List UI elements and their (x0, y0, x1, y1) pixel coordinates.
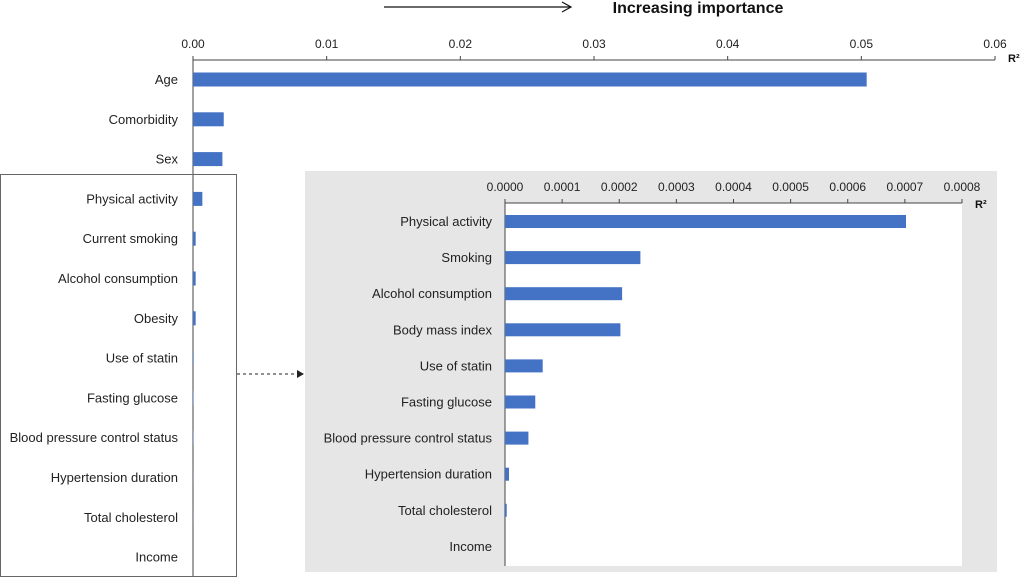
main-category-label: Hypertension duration (51, 470, 178, 485)
inset-category-label: Physical activity (400, 214, 492, 229)
main-bar (193, 191, 203, 206)
main-category-label: Use of statin (106, 351, 178, 366)
main-category-label: Comorbidity (109, 112, 179, 127)
main-tick-label: 0.06 (983, 37, 1007, 51)
inset-tick-label: 0.0000 (487, 180, 524, 194)
main-tick-label: 0.05 (850, 37, 874, 51)
main-category-label: Total cholesterol (84, 510, 178, 525)
main-category-label: Income (135, 550, 178, 565)
zoom-connector-arrowhead (297, 370, 304, 378)
inset-category-label: Use of statin (420, 358, 492, 373)
main-bar (193, 72, 867, 87)
importance-arrow-label: Increasing importance (613, 0, 784, 17)
inset-bar (505, 467, 509, 481)
inset-category-label: Blood pressure control status (324, 431, 493, 446)
main-category-label: Age (155, 72, 178, 87)
main-tick-label: 0.02 (449, 37, 473, 51)
main-bar (193, 231, 196, 246)
inset-tick-label: 0.0006 (829, 180, 866, 194)
inset-tick-label: 0.0001 (544, 180, 581, 194)
inset-bar (505, 323, 621, 337)
main-category-label: Sex (156, 152, 179, 167)
main-bar-chart: R² 0.00 0.01 0.02 0.03 0.04 0.05 0.06 Age Comor… (10, 37, 1020, 577)
inset-category-label: Fasting glucose (401, 395, 492, 410)
inset-bar (505, 395, 536, 409)
inset-x-axis-label: R² (975, 199, 987, 211)
main-category-label: Current smoking (83, 231, 178, 246)
inset-bar (505, 431, 529, 445)
inset-bar (505, 503, 507, 517)
main-tick-label: 0.01 (315, 37, 339, 51)
inset-category-label: Smoking (441, 250, 492, 265)
inset-tick-label: 0.0003 (658, 180, 695, 194)
inset-tick-label: 0.0007 (887, 180, 924, 194)
main-category-label: Blood pressure control status (10, 430, 179, 445)
inset-tick-label: 0.0005 (772, 180, 809, 194)
main-category-label: Physical activity (86, 191, 178, 206)
importance-arrow-head (561, 1, 573, 13)
main-category-label: Fasting glucose (87, 390, 178, 405)
inset-bar (505, 287, 623, 301)
main-x-axis-label: R² (1008, 53, 1020, 65)
inset-bar (505, 359, 543, 373)
inset-bar (505, 215, 907, 228)
main-bar (193, 311, 196, 326)
inset-bar-chart: R² 0.0000 0.0001 0.0002 0.0003 0.0004 0.0005 0… (305, 171, 997, 572)
inset-category-label: Alcohol consumption (372, 286, 492, 301)
main-bar (193, 271, 196, 286)
inset-category-label: Body mass index (393, 322, 492, 337)
main-tick-label: 0.04 (716, 37, 740, 51)
inset-category-label: Income (449, 539, 492, 554)
main-bar (193, 390, 194, 405)
main-bar (193, 112, 224, 127)
main-bar (193, 351, 194, 366)
main-category-label: Alcohol consumption (58, 271, 178, 286)
main-category-label: Obesity (134, 311, 179, 326)
main-tick-label: 0.03 (582, 37, 606, 51)
inset-tick-label: 0.0004 (715, 180, 752, 194)
inset-tick-label: 0.0008 (944, 180, 981, 194)
inset-category-label: Total cholesterol (398, 503, 492, 518)
inset-bar (505, 251, 641, 265)
main-tick-label: 0.00 (181, 37, 205, 51)
main-bar (193, 152, 223, 167)
inset-tick-label: 0.0002 (601, 180, 638, 194)
inset-category-label: Hypertension duration (365, 467, 492, 482)
